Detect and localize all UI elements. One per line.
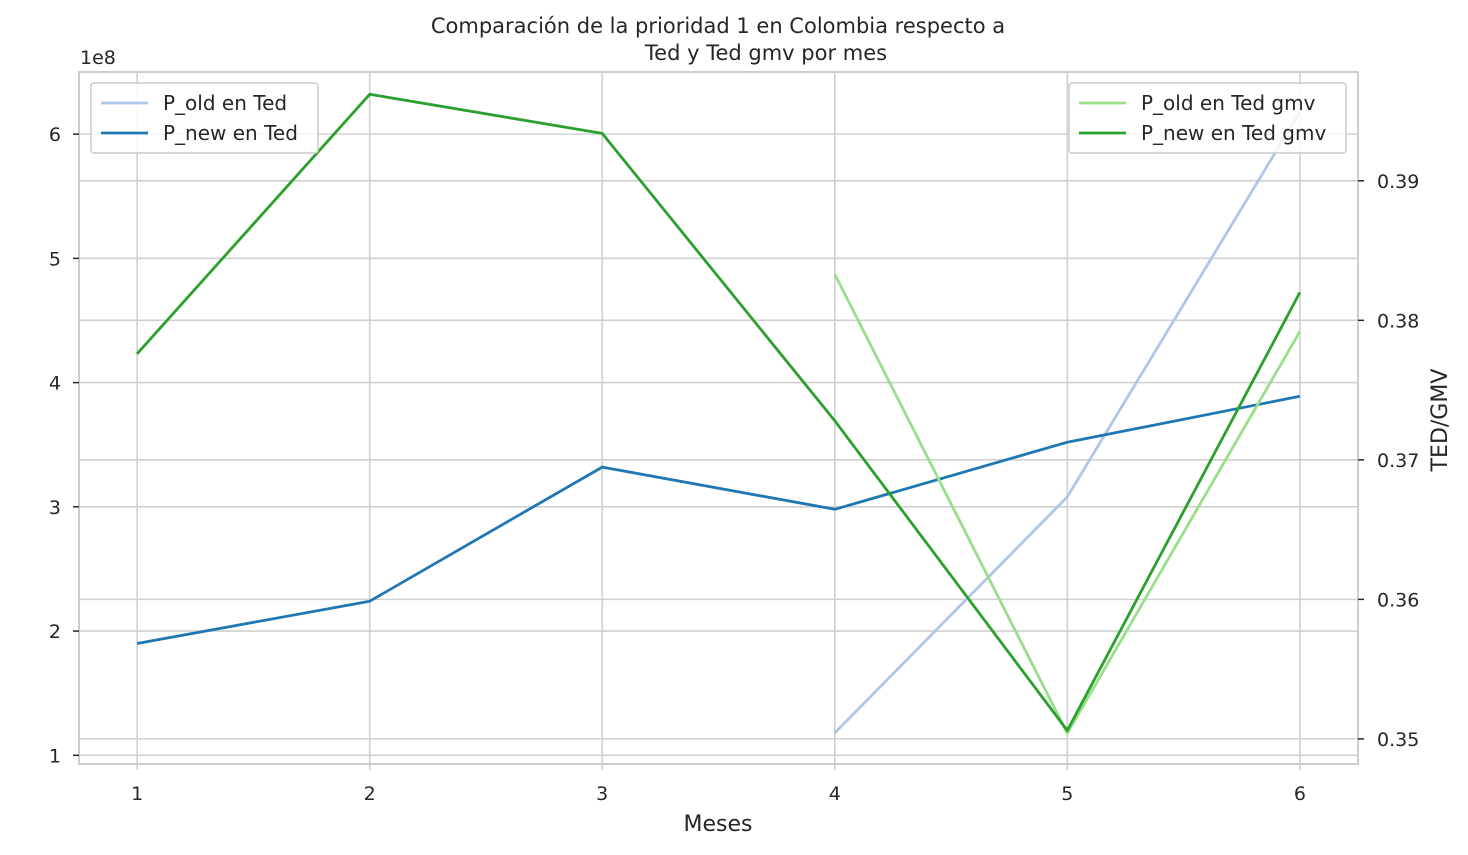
x-tick-label: 2 <box>364 783 376 805</box>
legend-upper-left: P_old en Ted P_new en Ted <box>90 82 319 154</box>
chart-title-line-1: Comparación de la prioridad 1 en Colombi… <box>431 14 1005 38</box>
x-tick-label: 4 <box>829 783 841 805</box>
right-tick-label: 0.35 <box>1377 729 1419 751</box>
legend-frame <box>1068 82 1347 154</box>
legend-upper-right: P_old en Ted gmv P_new en Ted gmv <box>1068 82 1347 154</box>
right-tick-label: 0.39 <box>1377 171 1419 193</box>
series-line-p-old-en-ted <box>833 111 1302 734</box>
left-tick-label: 1 <box>49 745 61 767</box>
plot-layer: 1 2 3 4 5 6 1 2 3 4 5 6 0.35 0.36 0.37 0.38 0.39 <box>49 71 1419 805</box>
left-tick-label: 5 <box>49 248 61 270</box>
right-tick-label: 0.38 <box>1377 310 1419 332</box>
right-axis-label: TED/GMV <box>1428 369 1453 473</box>
left-tick-label: 3 <box>49 497 61 519</box>
x-axis-label: Meses <box>684 812 753 837</box>
legend-label-p-old-en-ted: P_old en Ted <box>163 91 287 115</box>
left-tick-label: 2 <box>49 621 61 643</box>
x-tick-label: 5 <box>1061 783 1073 805</box>
legend-layer: P_old en Ted P_new en Ted P_old en Ted gmv… <box>90 82 1347 154</box>
x-tick-label: 6 <box>1294 783 1306 805</box>
series-line-p-old-en-ted-gmv <box>833 273 1302 735</box>
series-line-p-new-en-ted <box>136 394 1301 645</box>
chart-title-line-2: Ted y Ted gmv por mes <box>644 41 887 65</box>
x-tick-label: 1 <box>131 783 143 805</box>
legend-label-p-old-en-ted-gmv: P_old en Ted gmv <box>1141 91 1316 115</box>
series-line-p-new-en-ted-gmv <box>136 92 1302 732</box>
right-tick-label: 0.36 <box>1377 589 1419 611</box>
legend-label-p-new-en-ted-gmv: P_new en Ted gmv <box>1141 121 1326 145</box>
legend-frame <box>90 82 319 154</box>
left-tick-label: 6 <box>49 124 61 146</box>
legend-label-p-new-en-ted: P_new en Ted <box>163 121 298 145</box>
left-tick-label: 4 <box>49 373 61 395</box>
plot-frame <box>78 71 1359 765</box>
right-tick-label: 0.37 <box>1377 450 1419 472</box>
x-tick-label: 3 <box>596 783 608 805</box>
left-axis-offset-label: 1e8 <box>80 47 116 69</box>
plot-background <box>79 72 1358 764</box>
